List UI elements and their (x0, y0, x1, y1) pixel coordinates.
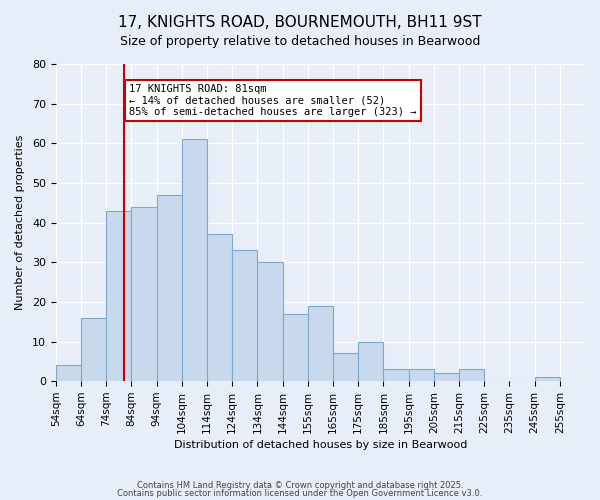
Bar (232, 250, 257, 381)
Text: 17, KNIGHTS ROAD, BOURNEMOUTH, BH11 9ST: 17, KNIGHTS ROAD, BOURNEMOUTH, BH11 9ST (118, 15, 482, 30)
Bar (383, 370, 409, 381)
Bar (333, 354, 358, 381)
Bar (157, 195, 182, 381)
Bar (81, 318, 106, 381)
Bar (535, 377, 560, 381)
Bar (257, 262, 283, 381)
Bar (409, 370, 434, 381)
Bar (308, 306, 333, 381)
Bar (434, 374, 459, 381)
Text: Size of property relative to detached houses in Bearwood: Size of property relative to detached ho… (120, 35, 480, 48)
Text: 17 KNIGHTS ROAD: 81sqm
← 14% of detached houses are smaller (52)
85% of semi-det: 17 KNIGHTS ROAD: 81sqm ← 14% of detached… (129, 84, 416, 117)
Bar (283, 314, 308, 381)
X-axis label: Distribution of detached houses by size in Bearwood: Distribution of detached houses by size … (174, 440, 467, 450)
Bar (131, 206, 157, 381)
Y-axis label: Number of detached properties: Number of detached properties (15, 135, 25, 310)
Text: Contains public sector information licensed under the Open Government Licence v3: Contains public sector information licen… (118, 488, 482, 498)
Bar (56, 366, 81, 381)
Bar (459, 370, 484, 381)
Bar (106, 210, 131, 381)
Bar (207, 234, 232, 381)
Bar (182, 140, 207, 381)
Text: Contains HM Land Registry data © Crown copyright and database right 2025.: Contains HM Land Registry data © Crown c… (137, 481, 463, 490)
Bar (358, 342, 383, 381)
